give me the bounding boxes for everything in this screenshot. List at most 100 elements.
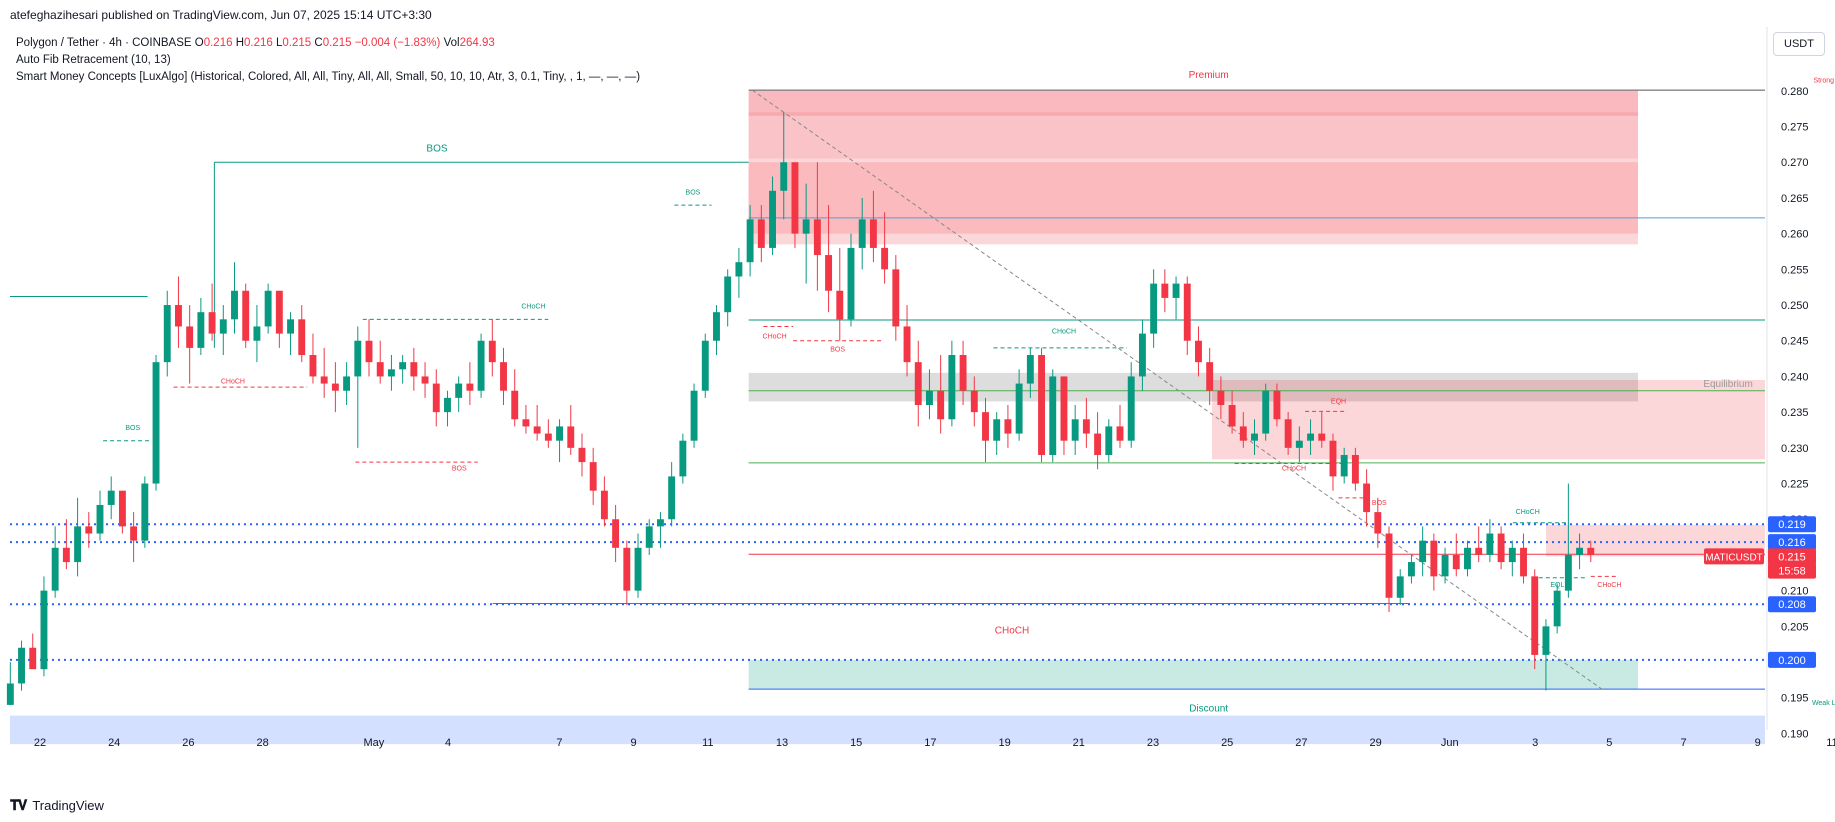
candle-body[interactable] xyxy=(186,326,194,348)
candle-body[interactable] xyxy=(1351,454,1359,484)
candle-body[interactable] xyxy=(6,683,14,705)
candle-body[interactable] xyxy=(1295,440,1303,448)
candle-body[interactable] xyxy=(1318,433,1326,441)
candle-body[interactable] xyxy=(713,312,720,341)
candle-body[interactable] xyxy=(926,390,933,405)
candle-body[interactable] xyxy=(1172,283,1180,298)
indicator-fib[interactable]: Auto Fib Retracement (10, 13) xyxy=(16,54,171,66)
candle-body[interactable] xyxy=(1195,340,1202,363)
candle-body[interactable] xyxy=(1497,533,1505,563)
candle-body[interactable] xyxy=(96,504,104,534)
candle-body[interactable] xyxy=(724,276,732,313)
candle-body[interactable] xyxy=(802,219,810,234)
candle-body[interactable] xyxy=(455,383,463,398)
candle-body[interactable] xyxy=(1239,426,1247,441)
candle-body[interactable] xyxy=(1183,283,1191,341)
candle-body[interactable] xyxy=(769,190,776,248)
candle-body[interactable] xyxy=(612,519,620,548)
candle-body[interactable] xyxy=(970,390,978,413)
candle-body[interactable] xyxy=(544,433,552,441)
candle-body[interactable] xyxy=(1273,390,1281,420)
candle-body[interactable] xyxy=(141,483,149,541)
candle-body[interactable] xyxy=(556,426,564,441)
candle-body[interactable] xyxy=(1508,547,1516,563)
candle-body[interactable] xyxy=(1015,383,1023,434)
candle-body[interactable] xyxy=(578,447,586,463)
candle-body[interactable] xyxy=(74,526,82,563)
candle-body[interactable] xyxy=(500,362,507,391)
candle-body[interactable] xyxy=(1329,440,1337,477)
candle-body[interactable] xyxy=(1564,554,1572,591)
candle-body[interactable] xyxy=(679,440,687,477)
candle-body[interactable] xyxy=(175,305,182,327)
candle-body[interactable] xyxy=(813,219,821,256)
candle-body[interactable] xyxy=(387,369,395,377)
candle-body[interactable] xyxy=(253,326,261,341)
candle-body[interactable] xyxy=(421,376,429,384)
candle-body[interactable] xyxy=(466,383,474,391)
candle-body[interactable] xyxy=(118,490,126,527)
candle-body[interactable] xyxy=(432,383,440,413)
candle-body[interactable] xyxy=(130,526,138,541)
candle-body[interactable] xyxy=(1452,554,1460,570)
candle-body[interactable] xyxy=(444,397,451,413)
candle-body[interactable] xyxy=(634,547,642,591)
candle-body[interactable] xyxy=(1071,419,1079,441)
candle-body[interactable] xyxy=(881,247,889,270)
candle-body[interactable] xyxy=(746,219,754,263)
candle-body[interactable] xyxy=(1038,355,1045,455)
symbol-row[interactable]: Polygon / Tether · 4h · COINBASE O0.216 … xyxy=(16,35,640,52)
candle-body[interactable] xyxy=(1576,547,1584,555)
candle-body[interactable] xyxy=(399,362,407,370)
candle-body[interactable] xyxy=(522,419,530,427)
candle-body[interactable] xyxy=(1531,576,1539,655)
candle-body[interactable] xyxy=(365,340,373,363)
candle-body[interactable] xyxy=(1396,576,1404,598)
candle-body[interactable] xyxy=(589,462,597,491)
candle-body[interactable] xyxy=(1161,283,1169,298)
candle-body[interactable] xyxy=(231,290,238,320)
candle-body[interactable] xyxy=(1026,355,1034,384)
candle-body[interactable] xyxy=(623,547,631,591)
candle-body[interactable] xyxy=(1385,533,1393,598)
candle-body[interactable] xyxy=(668,476,676,520)
candle-body[interactable] xyxy=(903,326,911,363)
indicator-smc[interactable]: Smart Money Concepts [LuxAlgo] (Historic… xyxy=(16,71,641,83)
candle-body[interactable] xyxy=(656,519,664,527)
candle-body[interactable] xyxy=(410,362,418,377)
candle-body[interactable] xyxy=(1105,426,1113,455)
candle-body[interactable] xyxy=(1138,333,1146,377)
candle-body[interactable] xyxy=(1464,547,1471,570)
candle-body[interactable] xyxy=(1430,540,1438,577)
candle-body[interactable] xyxy=(331,383,339,391)
candle-body[interactable] xyxy=(567,426,575,448)
candle-body[interactable] xyxy=(1284,419,1292,448)
candle-body[interactable] xyxy=(18,647,25,684)
candle-body[interactable] xyxy=(1116,426,1124,441)
candle-body[interactable] xyxy=(1217,390,1225,405)
tradingview-footer[interactable]: 𝐓𝐕 TradingView xyxy=(10,797,104,814)
candle-body[interactable] xyxy=(780,162,788,191)
candle-body[interactable] xyxy=(376,362,384,377)
candle-body[interactable] xyxy=(1251,433,1258,441)
candle-body[interactable] xyxy=(836,290,844,320)
candle-body[interactable] xyxy=(1206,362,1214,391)
candle-body[interactable] xyxy=(690,390,698,441)
candle-body[interactable] xyxy=(791,162,799,234)
candle-body[interactable] xyxy=(51,547,59,591)
candle-body[interactable] xyxy=(533,426,541,434)
candle-body[interactable] xyxy=(1553,590,1561,627)
candle-body[interactable] xyxy=(993,419,1001,441)
candle-body[interactable] xyxy=(1374,512,1382,534)
candle-body[interactable] xyxy=(1004,419,1012,434)
candle-body[interactable] xyxy=(948,355,956,420)
candle-body[interactable] xyxy=(477,340,485,391)
candle-body[interactable] xyxy=(825,255,833,291)
candle-body[interactable] xyxy=(219,319,227,334)
candle-body[interactable] xyxy=(1340,454,1348,477)
candle-body[interactable] xyxy=(1127,376,1135,441)
candle-body[interactable] xyxy=(858,219,866,248)
candle-body[interactable] xyxy=(1049,376,1057,455)
candle-body[interactable] xyxy=(1486,533,1494,555)
candle-body[interactable] xyxy=(914,362,922,405)
